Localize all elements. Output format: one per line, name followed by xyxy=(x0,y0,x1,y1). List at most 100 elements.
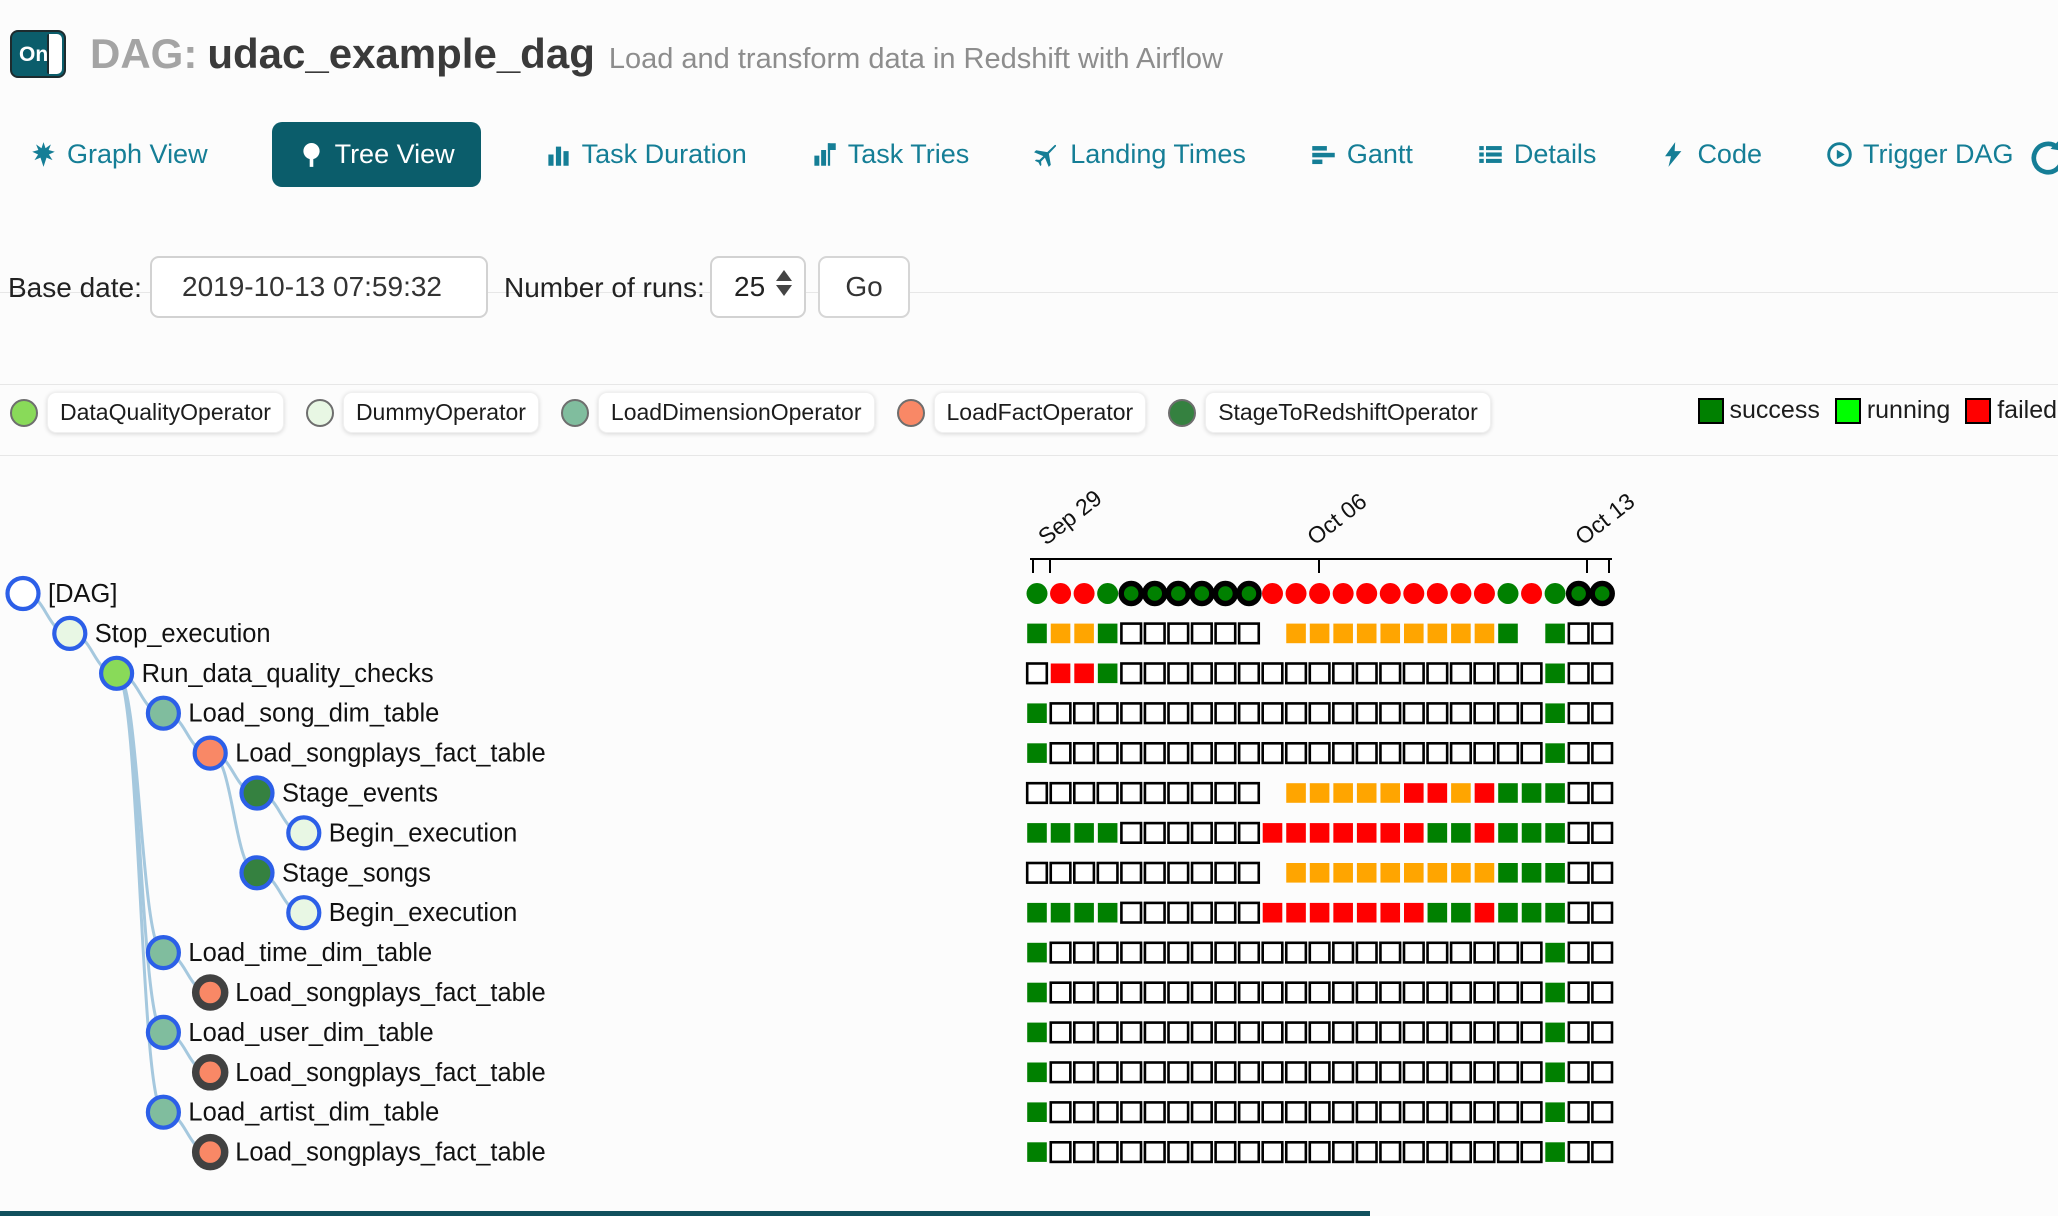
task-status-square[interactable] xyxy=(1049,702,1072,725)
task-status-square[interactable] xyxy=(1190,1021,1213,1044)
task-status-square[interactable] xyxy=(1073,702,1096,725)
task-status-square[interactable] xyxy=(1473,1061,1496,1084)
task-status-square[interactable] xyxy=(1167,1141,1190,1164)
task-status-square[interactable] xyxy=(1262,823,1283,843)
task-status-square[interactable] xyxy=(1474,623,1495,644)
task-status-square[interactable] xyxy=(1333,823,1353,843)
task-status-square[interactable] xyxy=(1473,662,1496,685)
dag-run-circle[interactable] xyxy=(1097,583,1119,604)
task-status-square[interactable] xyxy=(1237,781,1261,805)
task-status-square[interactable] xyxy=(1261,1101,1284,1124)
task-status-square[interactable] xyxy=(1214,1101,1237,1124)
dag-run-circle[interactable] xyxy=(1379,583,1401,604)
task-status-square[interactable] xyxy=(1050,663,1071,684)
task-label[interactable]: Load_songplays_fact_table xyxy=(235,740,546,768)
task-status-square[interactable] xyxy=(1237,1061,1261,1084)
task-status-square[interactable] xyxy=(1521,823,1542,843)
task-status-square[interactable] xyxy=(1380,902,1401,923)
task-status-square[interactable] xyxy=(1567,861,1590,884)
task-status-square[interactable] xyxy=(1073,941,1096,964)
task-status-square[interactable] xyxy=(1427,783,1448,803)
task-status-square[interactable] xyxy=(1356,783,1377,803)
task-status-square[interactable] xyxy=(1027,1102,1047,1122)
task-status-square[interactable] xyxy=(1308,1141,1331,1164)
task-status-square[interactable] xyxy=(1451,902,1471,923)
task-status-square[interactable] xyxy=(1143,622,1166,645)
task-status-square[interactable] xyxy=(1355,941,1378,964)
task-status-square[interactable] xyxy=(1379,1021,1402,1044)
task-status-square[interactable] xyxy=(1261,741,1284,765)
task-status-square[interactable] xyxy=(1496,981,1520,1004)
task-status-square[interactable] xyxy=(1096,702,1119,725)
task-status-square[interactable] xyxy=(1451,863,1471,883)
task-node-circle[interactable] xyxy=(145,1094,181,1130)
task-status-square[interactable] xyxy=(1167,741,1190,765)
task-status-square[interactable] xyxy=(1237,622,1261,645)
task-status-square[interactable] xyxy=(1567,741,1590,765)
task-status-square[interactable] xyxy=(1426,1141,1449,1164)
task-status-square[interactable] xyxy=(1049,1101,1072,1124)
task-status-square[interactable] xyxy=(1473,981,1496,1004)
dag-run-circle[interactable] xyxy=(1212,580,1239,607)
task-status-square[interactable] xyxy=(1096,861,1119,884)
task-label[interactable]: Load_songplays_fact_table xyxy=(235,1139,546,1167)
task-status-square[interactable] xyxy=(1426,662,1449,685)
task-status-square[interactable] xyxy=(1355,1141,1378,1164)
task-status-square[interactable] xyxy=(1214,1021,1237,1044)
task-status-square[interactable] xyxy=(1190,981,1213,1004)
task-status-square[interactable] xyxy=(1074,623,1094,644)
task-status-square[interactable] xyxy=(1190,622,1213,645)
task-status-square[interactable] xyxy=(1496,941,1520,964)
task-status-square[interactable] xyxy=(1027,1062,1047,1083)
task-status-square[interactable] xyxy=(1190,1061,1213,1084)
task-status-square[interactable] xyxy=(1049,941,1072,964)
task-label[interactable]: Load_songplays_fact_table xyxy=(235,1059,546,1087)
task-status-square[interactable] xyxy=(1143,821,1166,844)
task-status-square[interactable] xyxy=(1496,702,1520,725)
task-status-square[interactable] xyxy=(1050,623,1071,644)
task-status-square[interactable] xyxy=(1096,1061,1119,1084)
task-status-square[interactable] xyxy=(1496,1021,1520,1044)
task-status-square[interactable] xyxy=(1591,702,1614,725)
task-status-square[interactable] xyxy=(1120,861,1143,884)
task-status-square[interactable] xyxy=(1025,662,1049,685)
task-status-square[interactable] xyxy=(1521,863,1542,883)
task-status-square[interactable] xyxy=(1284,1021,1308,1044)
task-status-square[interactable] xyxy=(1473,1021,1496,1044)
task-status-square[interactable] xyxy=(1284,1101,1308,1124)
task-status-square[interactable] xyxy=(1591,981,1614,1004)
task-label[interactable]: Load_artist_dim_table xyxy=(188,1099,439,1127)
task-label[interactable]: Load_songplays_fact_table xyxy=(235,979,546,1007)
task-status-square[interactable] xyxy=(1449,662,1472,685)
dag-run-circle[interactable] xyxy=(1565,580,1592,607)
task-status-square[interactable] xyxy=(1402,741,1425,765)
dag-run-circle[interactable] xyxy=(1118,580,1144,607)
task-status-square[interactable] xyxy=(1520,662,1543,685)
task-status-square[interactable] xyxy=(1214,622,1237,645)
task-status-square[interactable] xyxy=(1591,821,1614,844)
task-status-square[interactable] xyxy=(1591,781,1614,805)
task-status-square[interactable] xyxy=(1143,662,1166,685)
task-status-square[interactable] xyxy=(1308,741,1331,765)
task-status-square[interactable] xyxy=(1237,941,1261,964)
task-status-square[interactable] xyxy=(1404,863,1424,883)
task-status-square[interactable] xyxy=(1284,741,1308,765)
task-status-square[interactable] xyxy=(1402,1101,1425,1124)
task-status-square[interactable] xyxy=(1190,1141,1213,1164)
task-status-square[interactable] xyxy=(1214,1061,1237,1084)
task-status-square[interactable] xyxy=(1214,981,1237,1004)
task-status-square[interactable] xyxy=(1379,741,1402,765)
task-status-square[interactable] xyxy=(1332,1101,1355,1124)
task-status-square[interactable] xyxy=(1402,1141,1425,1164)
tab-gantt[interactable]: Gantt xyxy=(1310,139,1413,170)
task-status-square[interactable] xyxy=(1591,941,1614,964)
task-status-square[interactable] xyxy=(1237,1101,1261,1124)
task-status-square[interactable] xyxy=(1190,1101,1213,1124)
tab-landing-times[interactable]: Landing Times xyxy=(1033,139,1246,170)
task-status-square[interactable] xyxy=(1427,823,1448,843)
task-status-square[interactable] xyxy=(1309,823,1330,843)
dag-run-circle[interactable] xyxy=(1165,580,1192,607)
task-status-square[interactable] xyxy=(1284,981,1308,1004)
task-status-square[interactable] xyxy=(1332,1141,1355,1164)
task-status-square[interactable] xyxy=(1120,662,1143,685)
